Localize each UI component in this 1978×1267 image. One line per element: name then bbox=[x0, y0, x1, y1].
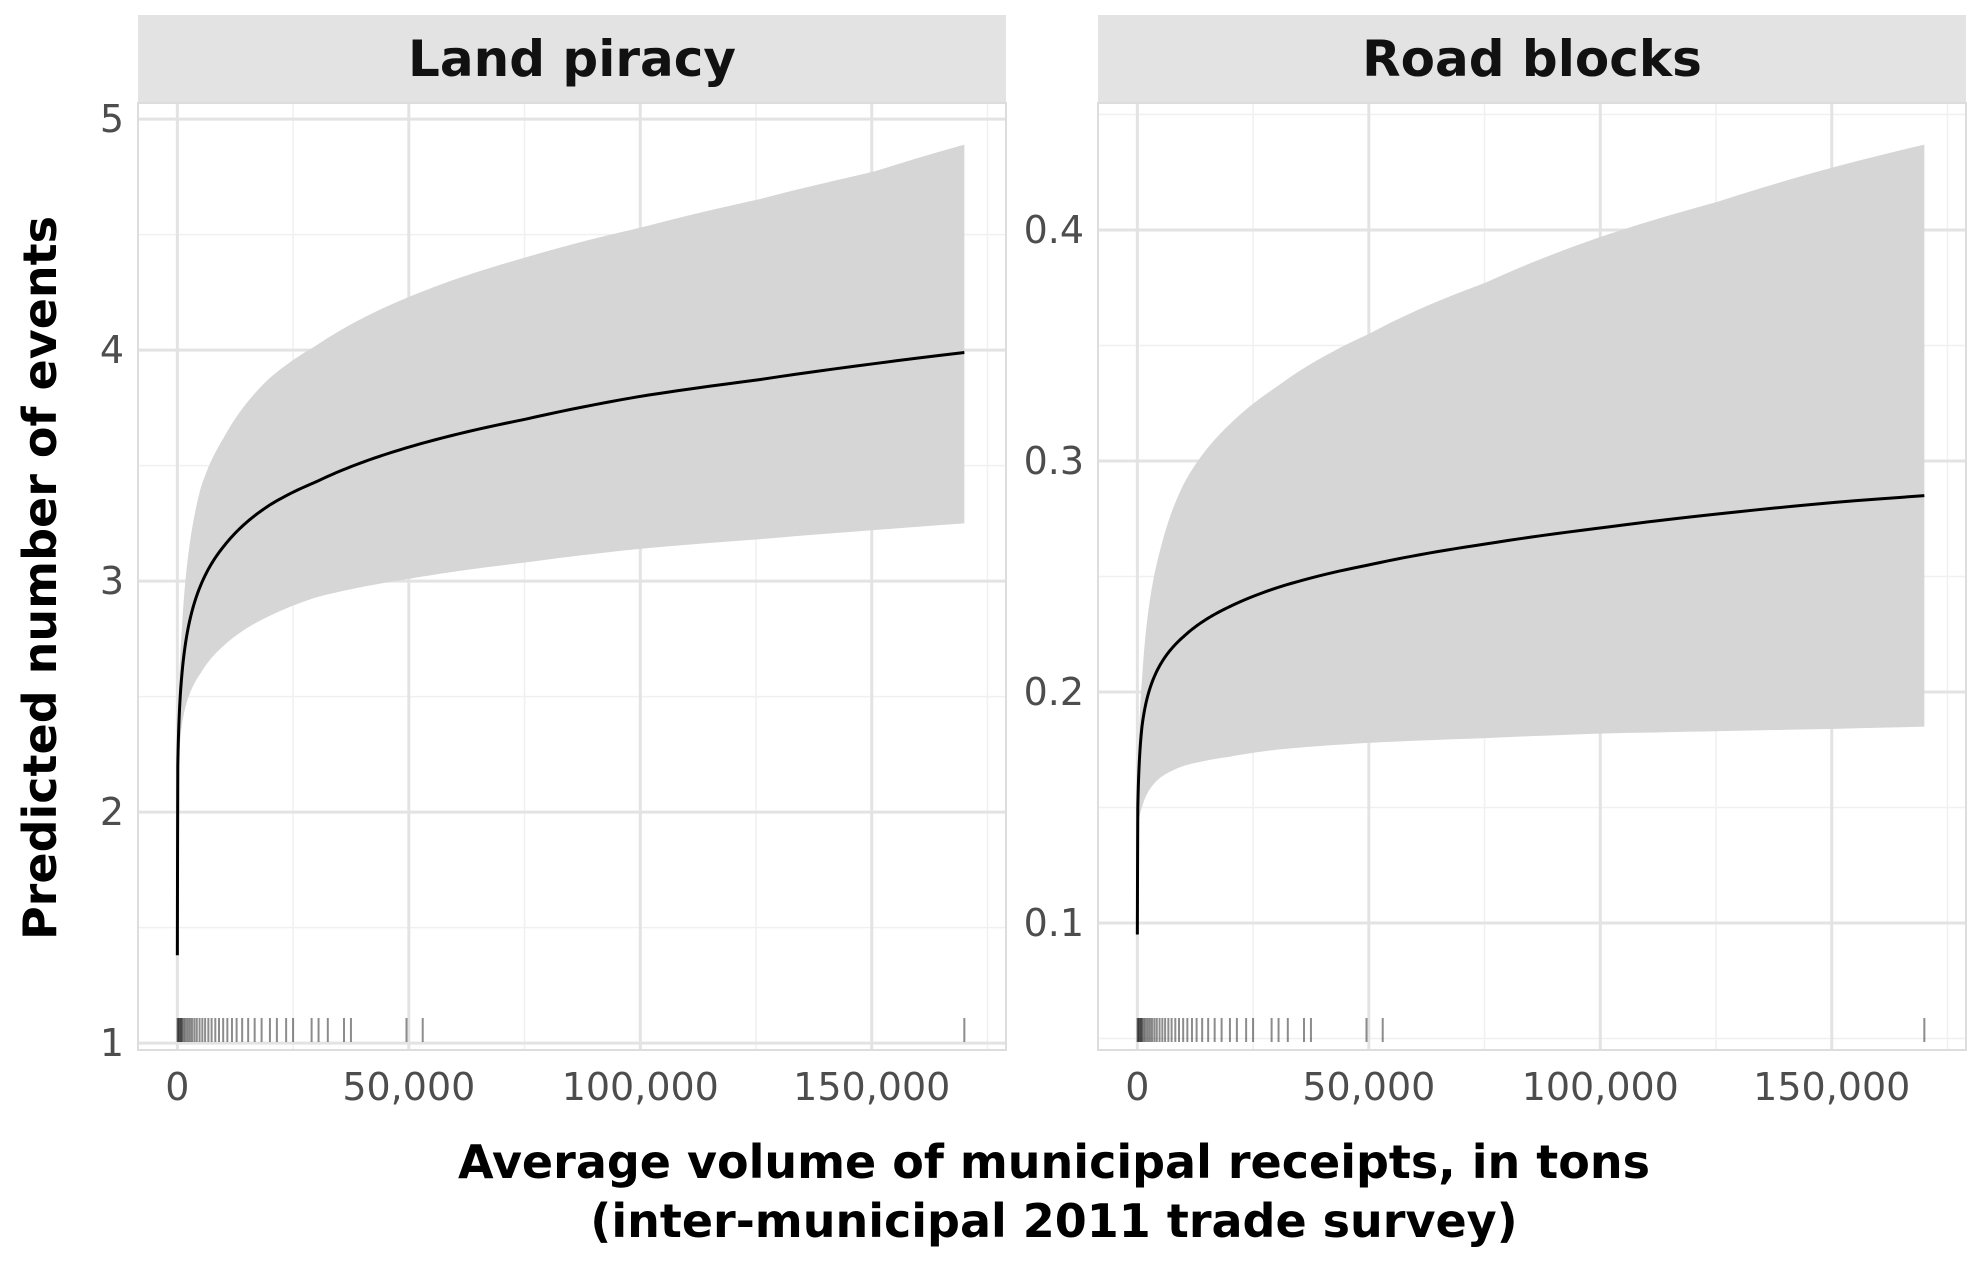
x-tick-label: 50,000 bbox=[1302, 1065, 1435, 1109]
x-tick-label: 100,000 bbox=[562, 1065, 719, 1109]
strip-title: Road blocks bbox=[1362, 30, 1702, 88]
y-tick-label: 0.4 bbox=[1024, 208, 1084, 252]
strip-title: Land piracy bbox=[408, 30, 736, 88]
confidence-band bbox=[1137, 144, 1925, 935]
y-tick-label: 4 bbox=[100, 328, 124, 372]
x-tick-label: 150,000 bbox=[1753, 1065, 1910, 1109]
y-tick-label: 0.2 bbox=[1024, 670, 1084, 714]
strip-background bbox=[1098, 15, 1966, 103]
y-tick-label: 5 bbox=[100, 97, 124, 141]
x-tick-label: 50,000 bbox=[342, 1065, 475, 1109]
x-tick-label: 0 bbox=[165, 1065, 189, 1109]
fit-line bbox=[1135, 494, 1925, 935]
strip-background bbox=[138, 15, 1006, 103]
y-tick-label: 3 bbox=[100, 559, 124, 603]
panel-2: Road blocks 0 50,000 100,000 150,000 0.1 0.2 0.… bbox=[1024, 15, 1967, 1109]
y-axis-title: Predicted number of events bbox=[13, 216, 67, 940]
y-tick-label: 0.3 bbox=[1024, 439, 1084, 483]
panel-border bbox=[1097, 102, 1967, 1051]
fit-line bbox=[175, 350, 965, 956]
confidence-band bbox=[177, 144, 965, 956]
panel-1: Land piracy 0 50,000 100,000 150,000 1 2 3 4 5 bbox=[100, 15, 1007, 1109]
panels: Land piracy 0 50,000 100,000 150,000 1 2 3 4 5 Roa… bbox=[100, 15, 1967, 1109]
x-tick-label: 100,000 bbox=[1522, 1065, 1679, 1109]
x-axis-title-line2: (inter-municipal 2011 trade survey) bbox=[590, 1194, 1517, 1248]
y-tick-label: 1 bbox=[100, 1021, 124, 1065]
y-tick-label: 0.1 bbox=[1024, 901, 1084, 945]
x-tick-label: 150,000 bbox=[793, 1065, 950, 1109]
x-axis-title: Average volume of municipal receipts, in… bbox=[458, 1135, 1650, 1189]
x-tick-label: 0 bbox=[1125, 1065, 1149, 1109]
y-tick-label: 2 bbox=[100, 790, 124, 834]
panel-border bbox=[137, 102, 1007, 1051]
